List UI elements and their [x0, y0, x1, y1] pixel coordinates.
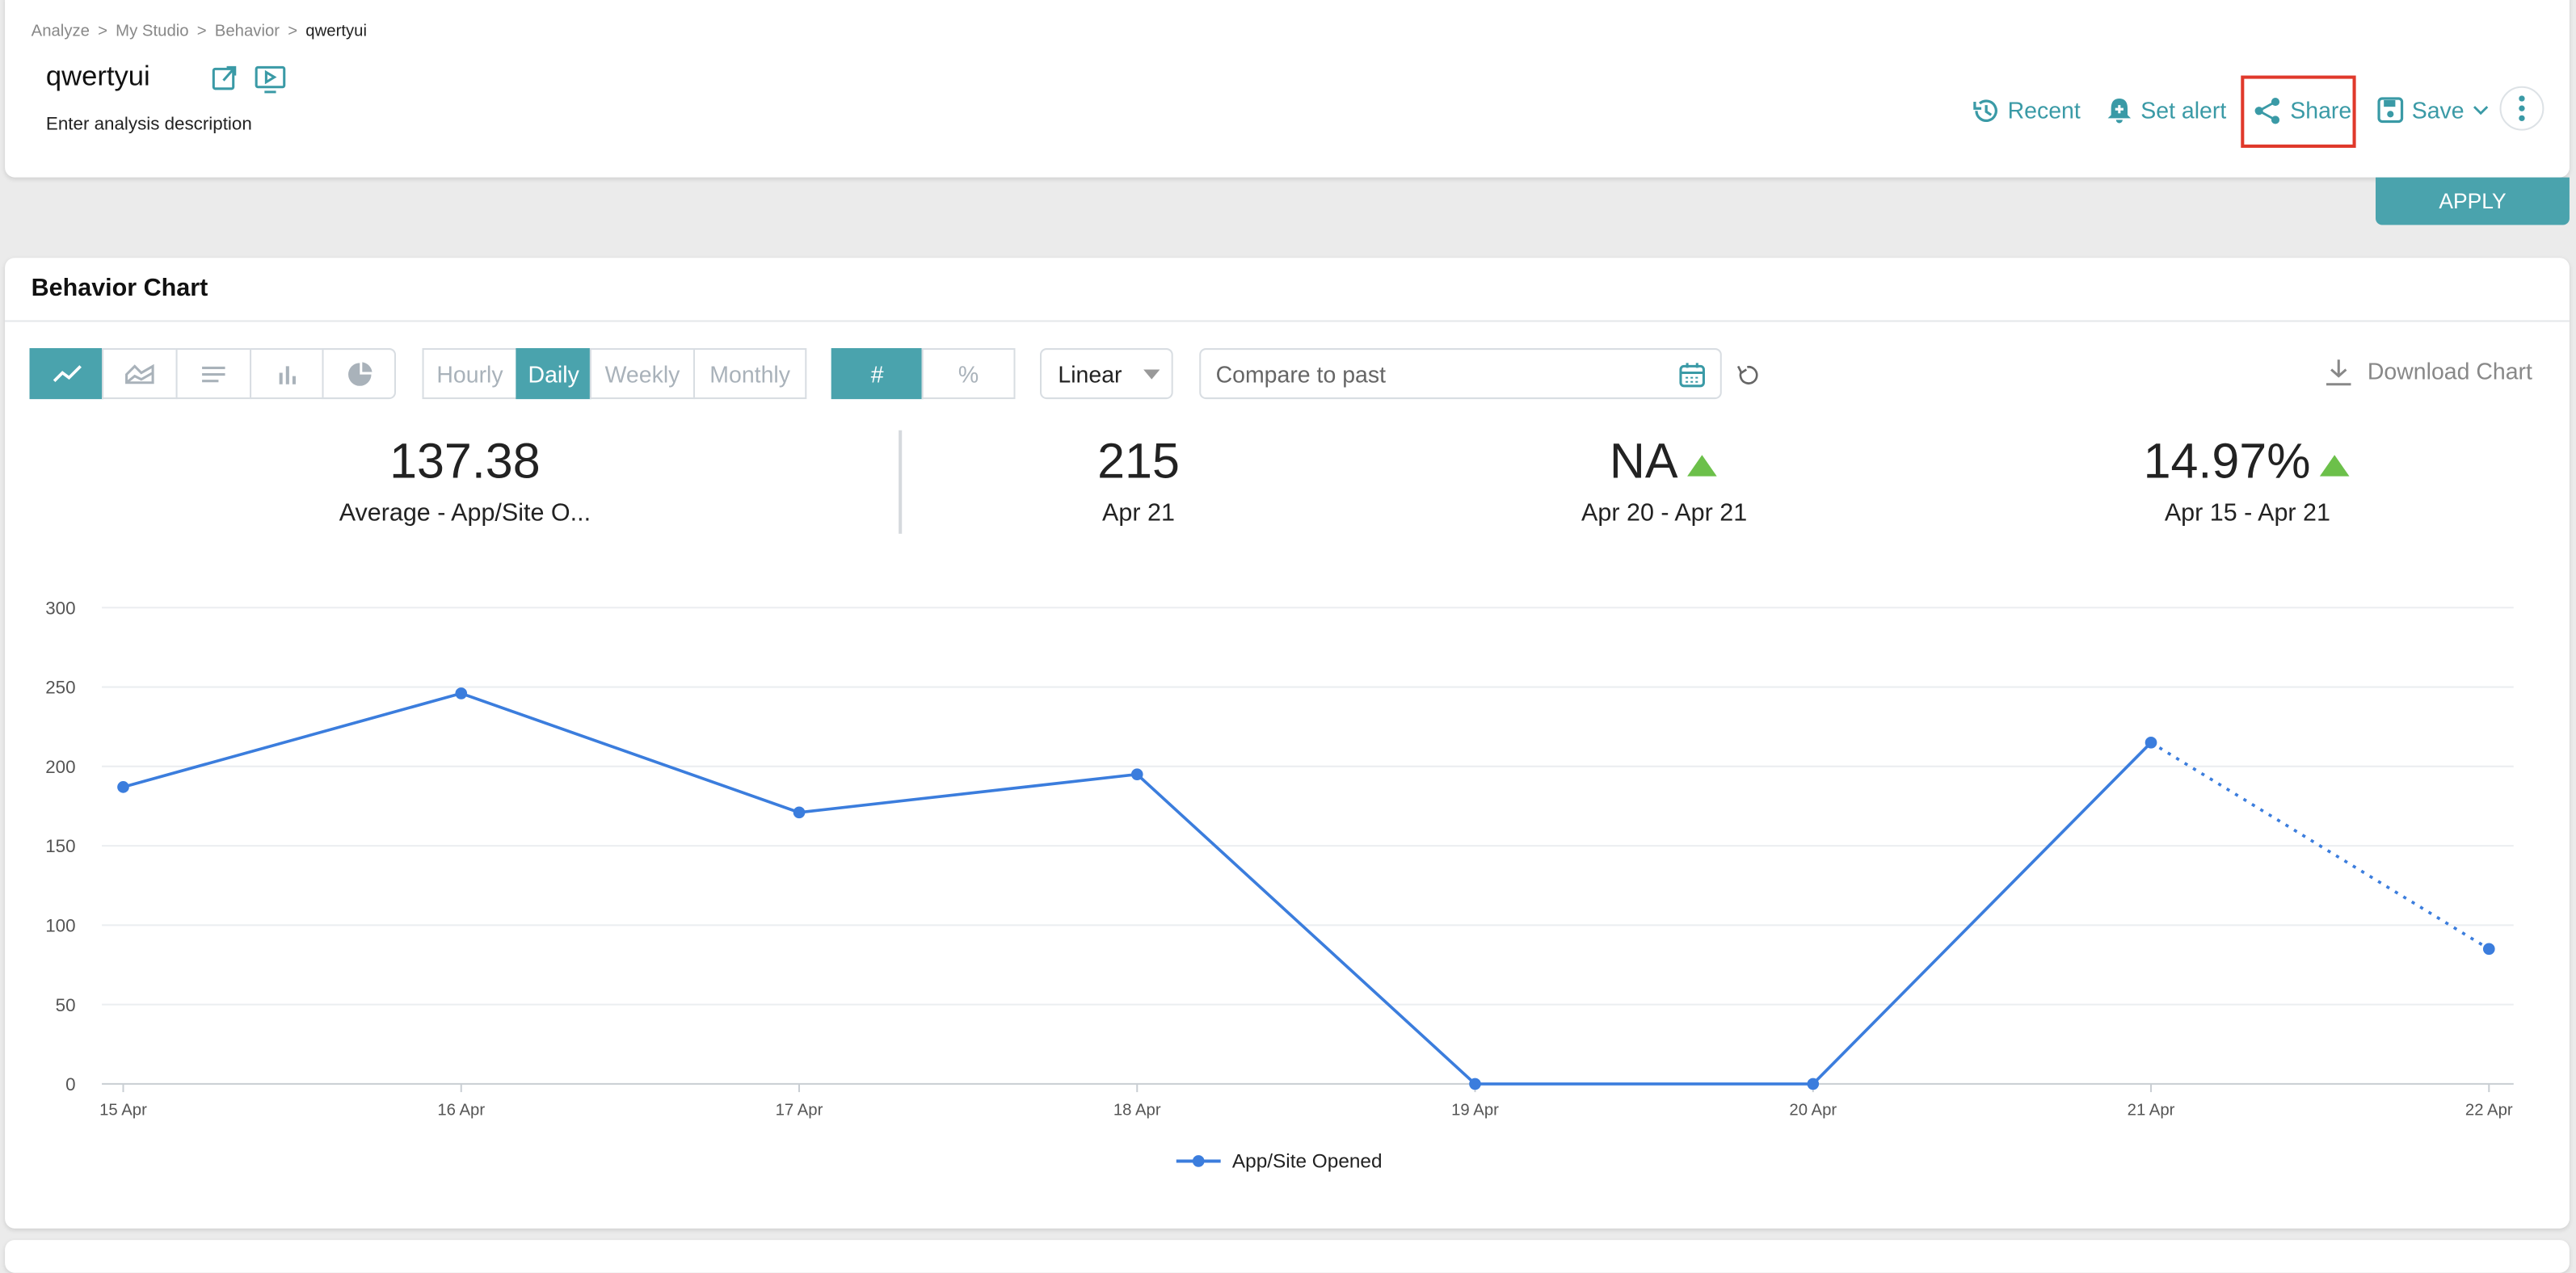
- option-button[interactable]: Monthly: [693, 348, 807, 400]
- chart-card: [5, 258, 2570, 1229]
- label: Set alert: [2140, 96, 2227, 124]
- x-tick-label: 20 Apr: [1789, 1102, 1837, 1120]
- more-button[interactable]: [2498, 86, 2544, 132]
- icon: [1973, 99, 1997, 121]
- y-tick-label: 100: [45, 916, 75, 936]
- legend-marker: [1192, 1155, 1205, 1167]
- option-button[interactable]: Hourly: [422, 348, 518, 400]
- label: Save: [2411, 96, 2464, 124]
- stat-value: 215: [892, 431, 1385, 496]
- y-tick-label: 250: [45, 678, 75, 698]
- separator: >: [98, 23, 108, 41]
- legend-label: App/Site Opened: [1232, 1151, 1383, 1173]
- crumb[interactable]: My Studio: [116, 23, 189, 41]
- trend-up: [1687, 455, 1718, 477]
- description[interactable]: Enter analysis description: [45, 115, 252, 135]
- point: [1130, 768, 1143, 780]
- icon: [2254, 96, 2280, 124]
- value: 137.38: [389, 435, 541, 489]
- y-tick-label: 300: [45, 598, 75, 618]
- download-button[interactable]: Download Chart: [2325, 356, 2532, 386]
- stat-value: NA: [1418, 431, 1911, 496]
- stat: 215 Apr 21: [892, 431, 1385, 527]
- icon: [2377, 97, 2404, 124]
- point: [1807, 1078, 1820, 1090]
- point: [455, 687, 468, 700]
- crumb[interactable]: Analyze: [31, 23, 90, 41]
- stat-value: 14.97%: [2001, 431, 2494, 496]
- y-tick-label: 0: [65, 1074, 75, 1094]
- stat-label: Average - App/Site O...: [339, 499, 591, 527]
- set-alert-button[interactable]: Set alert: [2107, 92, 2227, 128]
- apply-button[interactable]: APPLY: [2376, 177, 2570, 225]
- stat-label: Apr 15 - Apr 21: [2164, 499, 2330, 527]
- label: Recent: [2007, 96, 2081, 124]
- label: Linear: [1058, 360, 1122, 387]
- line-chart-button[interactable]: [29, 348, 104, 400]
- point: [117, 781, 129, 793]
- y-tick-label: 200: [45, 757, 75, 777]
- x-tick-label: 18 Apr: [1113, 1102, 1161, 1120]
- highlight-box: [2241, 75, 2356, 148]
- y-tick-label: 50: [56, 995, 76, 1015]
- label: Download Chart: [2367, 358, 2532, 384]
- stat: 14.97% Apr 15 - Apr 21: [2001, 431, 2494, 527]
- value: 215: [1097, 435, 1180, 489]
- series-line-partial: [2150, 741, 2490, 951]
- stat: NA Apr 20 - Apr 21: [1418, 431, 1911, 527]
- y-tick-label: 150: [45, 836, 75, 856]
- pie-chart-button[interactable]: [322, 348, 397, 400]
- x-tick-label: 17 Apr: [776, 1102, 823, 1120]
- point: [2482, 943, 2495, 956]
- separator: >: [288, 23, 298, 41]
- option-button[interactable]: Daily: [516, 348, 591, 400]
- stat: 137.38 Average - App/Site O...: [218, 431, 711, 527]
- title-icons[interactable]: [210, 64, 293, 94]
- stats-divider: [899, 430, 903, 534]
- option-button[interactable]: %: [921, 348, 1016, 400]
- point: [2145, 737, 2157, 749]
- point: [793, 806, 806, 819]
- stat-label: Apr 20 - Apr 21: [1581, 499, 1748, 527]
- header-card: [5, 0, 2570, 178]
- table-button[interactable]: [175, 348, 252, 400]
- save-button[interactable]: Save: [2377, 92, 2489, 128]
- x-tick-label: 16 Apr: [437, 1102, 485, 1120]
- divider: [5, 320, 2570, 322]
- crumb: qwertyui: [305, 23, 368, 41]
- stat-label: Apr 21: [1102, 499, 1175, 527]
- x-tick-label: 15 Apr: [99, 1102, 147, 1120]
- x-tick-label: 22 Apr: [2465, 1102, 2513, 1120]
- bar-chart-button[interactable]: [250, 348, 324, 400]
- scale-dropdown[interactable]: Linear: [1040, 348, 1173, 400]
- reset-button[interactable]: [1736, 364, 1758, 385]
- compare-input[interactable]: Compare to past: [1199, 348, 1722, 400]
- value: 14.97%: [2143, 435, 2311, 489]
- separator: >: [196, 23, 207, 41]
- recent-button[interactable]: Recent: [1972, 92, 2081, 128]
- trend-up: [2320, 455, 2351, 477]
- x-tick-label: 19 Apr: [1451, 1102, 1499, 1120]
- breadcrumb: Analyze > My Studio > Behavior > qwertyui: [32, 23, 367, 40]
- card-title: Behavior Chart: [31, 274, 208, 303]
- label: Share: [2290, 96, 2352, 124]
- point: [1469, 1078, 1481, 1090]
- area-chart-button[interactable]: [102, 348, 178, 400]
- share-button[interactable]: Share: [2254, 92, 2352, 128]
- stat-value: 137.38: [218, 431, 711, 496]
- icon: [2107, 97, 2132, 123]
- placeholder: Compare to past: [1215, 360, 1387, 387]
- analysis-title[interactable]: qwertyui: [45, 61, 150, 92]
- value: NA: [1609, 435, 1678, 489]
- x-tick-label: 21 Apr: [2128, 1102, 2175, 1120]
- series-line: [123, 691, 2153, 1086]
- icon: [2473, 106, 2489, 116]
- option-button[interactable]: Weekly: [589, 348, 696, 400]
- crumb[interactable]: Behavior: [214, 23, 280, 41]
